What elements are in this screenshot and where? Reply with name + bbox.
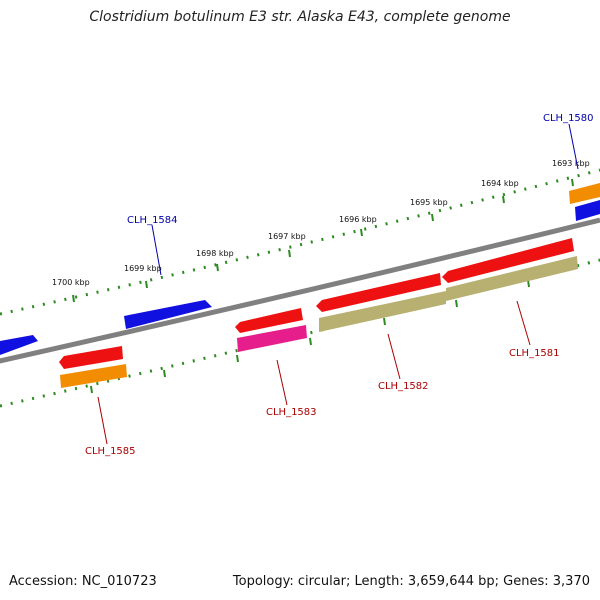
feature-orange-top-right[interactable] (569, 183, 600, 204)
feature-orange-1585[interactable] (60, 364, 127, 388)
genome-backbone (0, 217, 600, 364)
gene-label-clh-1580: CLH_1580 (543, 113, 594, 124)
gene-label-clh-1581: CLH_1581 (509, 348, 560, 359)
feature-olive-1581[interactable] (446, 256, 578, 301)
accession-text: Accession: NC_010723 (9, 574, 157, 589)
gene-arrow-clh-1582[interactable] (316, 273, 441, 312)
ruler-label: 1693 kbp (552, 159, 590, 168)
ruler-label: 1694 kbp (481, 179, 519, 188)
ruler-outer-major-ticks (72, 178, 574, 303)
ruler-label: 1698 kbp (196, 249, 234, 258)
gene-label-clh-1582: CLH_1582 (378, 381, 429, 392)
gene-arrow-left-edge[interactable] (0, 335, 38, 355)
ruler-label: 1697 kbp (268, 232, 306, 241)
leader-lines (97, 123, 579, 445)
gene-arrow-clh-1580[interactable] (575, 200, 600, 221)
map-title: Clostridium botulinum E3 str. Alaska E43… (89, 9, 511, 25)
ruler-inner-major-ticks (90, 279, 530, 394)
gene-arrow-clh-1583[interactable] (235, 308, 303, 333)
gene-arrow-clh-1585[interactable] (59, 346, 123, 369)
feature-pink-1583[interactable] (237, 325, 307, 352)
gene-arrow-clh-1581[interactable] (442, 238, 574, 283)
ruler-outer-dots (0, 168, 600, 316)
genome-summary-text: Topology: circular; Length: 3,659,644 bp… (232, 574, 590, 589)
ruler-label: 1699 kbp (124, 264, 162, 273)
gene-label-clh-1585: CLH_1585 (85, 446, 136, 457)
gene-label-clh-1584: CLH_1584 (127, 215, 178, 226)
ruler-label: 1700 kbp (52, 278, 90, 287)
feature-olive-1582[interactable] (319, 291, 446, 332)
ruler-label: 1695 kbp (410, 198, 448, 207)
gene-arrow-clh-1584[interactable] (124, 300, 212, 329)
ruler-label: 1696 kbp (339, 215, 377, 224)
gene-label-clh-1583: CLH_1583 (266, 407, 317, 418)
